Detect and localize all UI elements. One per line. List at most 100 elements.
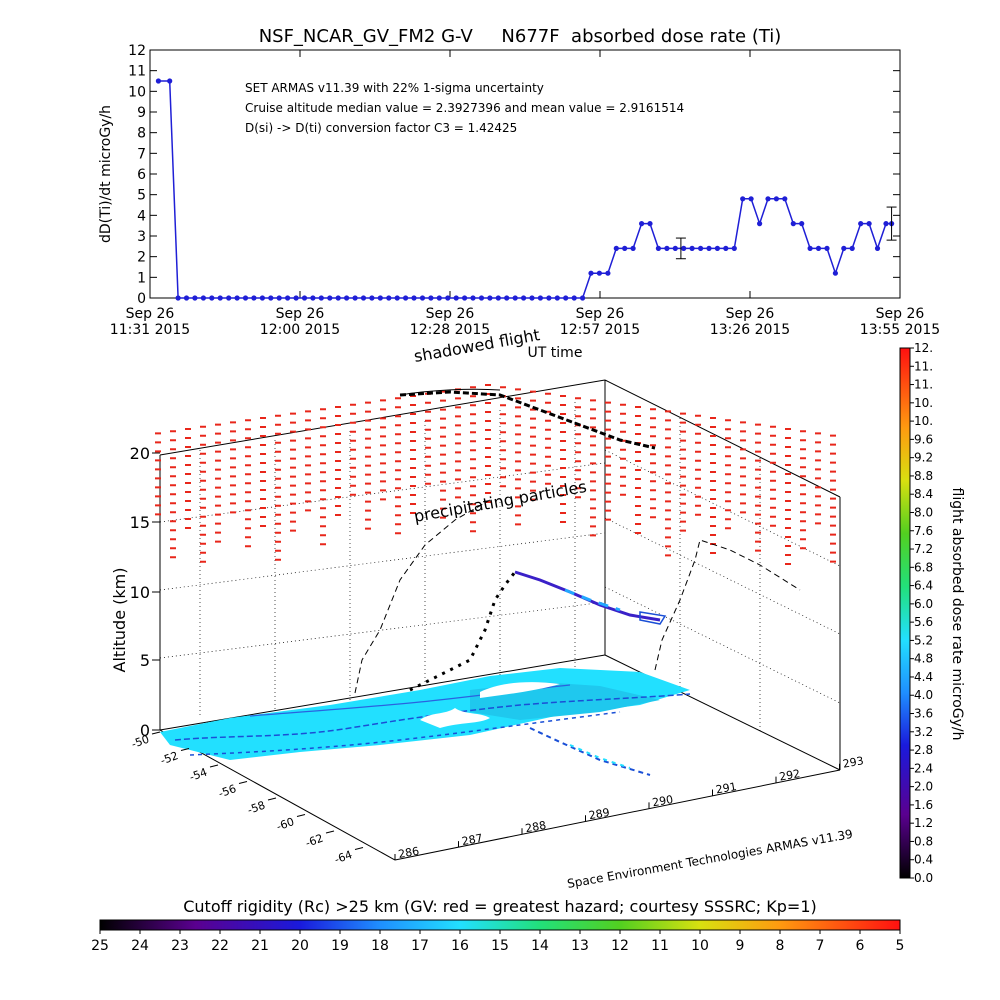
x-tick-label-date: Sep 26 — [276, 306, 325, 322]
data-point — [807, 245, 813, 251]
legend-line-2: Cruise altitude median value = 2.3927396… — [245, 101, 684, 115]
lon-tick-label: 288 — [524, 819, 547, 835]
top-y-axis-label: dD(Ti)/dt microGy/h — [98, 105, 114, 243]
right-colorbar-tick-label: 10. — [914, 414, 933, 428]
hazard-column — [485, 384, 491, 503]
data-point — [360, 295, 367, 301]
right-colorbar-tick-label: 0.8 — [914, 834, 933, 848]
y-tick-label: 0 — [137, 291, 146, 307]
flight-cruise — [514, 570, 661, 622]
data-point — [192, 295, 198, 301]
data-point — [301, 295, 308, 301]
bottom-colorbar-tick-label: 20 — [291, 938, 309, 954]
hazard-column — [500, 386, 506, 488]
lat-tick-label: -64 — [333, 848, 354, 866]
data-point — [546, 295, 552, 301]
hazard-column — [335, 406, 341, 516]
bottom-colorbar-tick-label: 16 — [451, 938, 469, 954]
hazard-column — [560, 395, 566, 523]
data-point — [874, 245, 881, 251]
data-point — [782, 196, 788, 202]
data-point — [445, 295, 451, 301]
bottom-colorbar-tick-label: 8 — [776, 938, 785, 954]
right-colorbar-tick-label: 1.2 — [914, 816, 933, 830]
x-tick-label-date: Sep 26 — [126, 306, 175, 322]
bottom-colorbar-tick-label: 19 — [331, 938, 349, 954]
data-point — [554, 295, 560, 301]
data-point — [234, 295, 240, 301]
x-tick-label-date: Sep 26 — [726, 306, 775, 322]
data-point — [723, 245, 729, 251]
hazard-column — [590, 399, 596, 537]
right-colorbar-tick-label: 5.6 — [914, 615, 933, 629]
flight-ceiling-arc — [399, 388, 501, 396]
data-point — [352, 295, 358, 301]
legend: SET ARMAS v11.39 with 22% 1-sigma uncert… — [245, 81, 684, 135]
hazard-column — [170, 430, 176, 559]
flight-profile-east-shadow — [654, 539, 801, 671]
lat-tick — [354, 847, 364, 850]
data-point — [259, 295, 265, 301]
data-point — [175, 295, 181, 301]
contour-line-2 — [189, 711, 621, 756]
lat-tick — [151, 731, 161, 735]
data-point — [883, 221, 889, 227]
data-point — [217, 295, 223, 301]
right-colorbar-tick-label: 1.6 — [914, 798, 933, 812]
right-colorbar-tick-label: 4.8 — [914, 652, 933, 666]
x-tick-label-time: 12:28 2015 — [410, 322, 490, 338]
bottom-colorbar-tick-label: 6 — [856, 938, 865, 954]
bottom-colorbar-gradient — [99, 919, 901, 931]
right-colorbar-tick-label: 6.8 — [914, 560, 933, 574]
y-tick-label: 8 — [137, 126, 146, 142]
right-colorbar-tick-label: 0.4 — [914, 853, 933, 867]
data-point — [605, 270, 611, 276]
right-colorbar-tick-label: 8.8 — [914, 469, 933, 483]
z-tick-label: 15 — [130, 513, 150, 532]
lat-tick — [209, 764, 219, 768]
data-point — [714, 245, 721, 251]
data-point — [487, 295, 493, 301]
hazard-column — [215, 423, 221, 543]
data-point — [386, 295, 392, 301]
data-point — [664, 245, 670, 251]
data-point — [155, 78, 161, 84]
lat-tick-label: -58 — [246, 799, 267, 817]
right-colorbar-label: flight absorbed dose rate microGy/h — [949, 488, 965, 741]
y-tick-label: 11 — [128, 64, 146, 80]
data-point — [866, 221, 872, 227]
hazard-column — [320, 408, 326, 546]
data-point — [521, 295, 527, 301]
data-point — [537, 295, 544, 301]
bottom-colorbar-tick-label: 18 — [371, 938, 389, 954]
data-point — [167, 78, 173, 84]
lon-tick-label: 286 — [397, 845, 420, 861]
hazard-column — [410, 395, 416, 514]
hazard-column — [365, 401, 371, 530]
data-point — [436, 295, 442, 301]
bottom-colorbar-tick-label: 13 — [571, 938, 589, 954]
hazard-column — [605, 401, 611, 521]
data-point — [344, 295, 350, 301]
data-point — [276, 295, 282, 301]
lon-tick-label: 287 — [461, 832, 484, 848]
flight-ceiling-track — [399, 390, 656, 450]
lon-tick-label: 290 — [651, 793, 674, 809]
hazard-column — [200, 425, 206, 563]
data-point — [773, 196, 780, 202]
data-point — [411, 295, 417, 301]
z-tick-label: 20 — [130, 444, 150, 463]
bottom-colorbar-ticks: 25 24 23 22 21 20 19 18 17 16 15 14 13 12 11 10 9 8 7 6 5 — [91, 930, 904, 954]
lat-tick-label: -60 — [275, 815, 296, 833]
y-tick-label: 7 — [137, 146, 146, 162]
data-point — [183, 295, 190, 301]
right-colorbar-tick-label: 2.4 — [914, 761, 933, 775]
right-colorbar-tick-label: 6.0 — [914, 597, 933, 611]
hazard-column — [800, 430, 806, 550]
dose-rate-series — [155, 78, 897, 301]
data-point — [504, 295, 510, 301]
data-point — [419, 295, 426, 301]
data-point — [403, 295, 409, 301]
